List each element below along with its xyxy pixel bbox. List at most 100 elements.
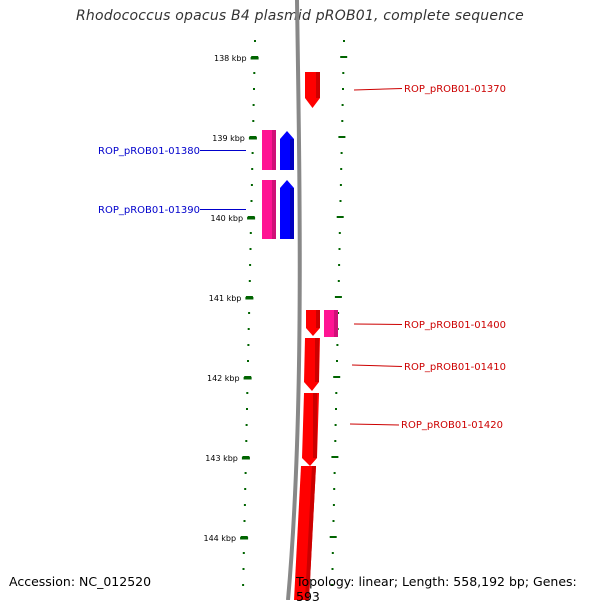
- right-tick-mark: [335, 408, 337, 410]
- label-leaders: [200, 88, 403, 426]
- kbp-tick-dash: [247, 217, 256, 220]
- right-tick-mark: [340, 152, 343, 154]
- left-tick-mark: [247, 328, 250, 330]
- right-tick-mark: [332, 504, 335, 506]
- right-tick-mark: [331, 456, 339, 458]
- right-tick-mark: [338, 136, 346, 138]
- cds-ROP_pROB01-01380-shade: [272, 130, 276, 170]
- left-tick-mark: [251, 152, 254, 154]
- right-tick-mark: [334, 296, 342, 298]
- right-tick-mark: [334, 424, 337, 426]
- right-tick-mark: [338, 232, 341, 234]
- right-tick-mark: [333, 488, 336, 490]
- left-tick-mark: [244, 472, 247, 474]
- kbp-tick-label: 142 kbp: [207, 374, 240, 383]
- kbp-tick-label: 140 kbp: [210, 214, 243, 223]
- right-tick-mark: [340, 56, 348, 58]
- right-tick-mark: [336, 344, 339, 346]
- left-tick-mark: [251, 168, 254, 170]
- right-tick-mark: [339, 200, 342, 202]
- left-tick-mark: [247, 360, 249, 362]
- left-tick-track: [240, 40, 259, 586]
- left-tick-mark: [248, 312, 251, 314]
- left-tick-mark: [246, 392, 249, 394]
- left-tick-mark: [242, 568, 245, 570]
- feature-tracks: [262, 72, 338, 600]
- cds-ROP_pROB01-01390-shade: [272, 180, 276, 239]
- kbp-tick-dash: [248, 137, 257, 140]
- left-tick-mark: [252, 104, 255, 106]
- right-tick-mark: [341, 104, 344, 106]
- right-tick-mark: [334, 440, 337, 442]
- left-tick-mark: [254, 40, 256, 42]
- left-tick-mark: [250, 200, 253, 202]
- label-ROP_pROB01-01380[interactable]: ROP_pROB01-01380: [98, 146, 200, 157]
- gene-continuation-shade: [305, 466, 316, 600]
- right-tick-mark: [331, 584, 334, 586]
- gene-labels: ROP_pROB01-01370 ROP_pROB01-01380 ROP_pR…: [98, 84, 506, 431]
- right-tick-mark: [331, 552, 334, 554]
- label-ROP_pROB01-01420[interactable]: ROP_pROB01-01420: [401, 420, 503, 431]
- left-tick-mark: [244, 488, 247, 490]
- accession-text: Accession: NC_012520: [9, 574, 152, 589]
- left-tick-mark: [248, 280, 251, 282]
- right-tick-mark: [339, 184, 342, 186]
- left-tick-mark: [250, 184, 253, 186]
- right-tick-mark: [342, 72, 345, 74]
- left-tick-mark: [253, 72, 256, 74]
- right-tick-mark: [338, 264, 341, 266]
- kbp-tick-dash: [245, 297, 254, 300]
- right-tick-mark: [337, 280, 340, 282]
- kbp-tick-dash: [241, 457, 250, 460]
- gene-ROP_pROB01-01380-shade: [290, 139, 294, 170]
- left-tick-mark: [243, 520, 246, 522]
- left-tick-mark: [245, 424, 248, 426]
- left-tick-mark: [243, 504, 246, 506]
- left-tick-mark: [253, 88, 255, 90]
- right-tick-mark: [341, 120, 344, 122]
- right-tick-mark: [335, 392, 338, 394]
- left-tick-mark: [242, 584, 245, 586]
- gene-ROP_pROB01-01390-shade: [290, 188, 294, 239]
- right-tick-mark: [336, 360, 338, 362]
- map-title: Rhodococcus opacus B4 plasmid pROB01, co…: [76, 8, 524, 24]
- kbp-tick-label: 139 kbp: [212, 134, 245, 143]
- gene-ROP_pROB01-01410-shade: [315, 338, 319, 382]
- left-tick-mark: [242, 552, 245, 554]
- left-tick-mark: [247, 344, 250, 346]
- left-tick-mark: [249, 248, 252, 250]
- kbp-tick-label: 143 kbp: [205, 454, 238, 463]
- left-tick-mark: [249, 264, 252, 266]
- left-tick-mark: [246, 408, 248, 410]
- label-ROP_pROB01-01390[interactable]: ROP_pROB01-01390: [98, 205, 200, 216]
- right-tick-mark: [342, 88, 344, 90]
- label-ROP_pROB01-01410[interactable]: ROP_pROB01-01410: [404, 362, 506, 373]
- left-tick-mark: [245, 440, 248, 442]
- kbp-tick-dash: [243, 377, 252, 380]
- kbp-tick-dash: [240, 537, 249, 540]
- kbp-tick-label: 138 kbp: [214, 54, 247, 63]
- right-tick-mark: [336, 216, 344, 218]
- right-tick-mark: [340, 168, 343, 170]
- cds-ROP_pROB01-01400-shade: [334, 310, 338, 337]
- kbp-ticks: 138 kbp 139 kbp 140 kbp 141 kbp 142 kbp 143 k…: [203, 54, 259, 543]
- right-tick-mark: [329, 536, 337, 538]
- label-ROP_pROB01-01400[interactable]: ROP_pROB01-01400: [404, 320, 506, 331]
- gene-ROP_pROB01-01370-shade: [316, 72, 320, 98]
- right-tick-mark: [343, 40, 345, 42]
- sequence-backbone: [286, 0, 302, 600]
- right-tick-mark: [333, 376, 341, 378]
- kbp-tick-dash: [250, 57, 259, 60]
- right-tick-mark: [337, 312, 340, 314]
- gene-ROP_pROB01-01420-shade: [313, 393, 317, 458]
- right-tick-mark: [333, 472, 336, 474]
- left-tick-mark: [252, 120, 255, 122]
- label-ROP_pROB01-01370[interactable]: ROP_pROB01-01370: [404, 84, 506, 95]
- gene-ROP_pROB01-01400-shade: [316, 310, 320, 328]
- right-tick-mark: [332, 520, 335, 522]
- kbp-tick-label: 144 kbp: [203, 534, 236, 543]
- right-tick-mark: [331, 568, 334, 570]
- kbp-tick-label: 141 kbp: [209, 294, 242, 303]
- right-tick-mark: [338, 248, 341, 250]
